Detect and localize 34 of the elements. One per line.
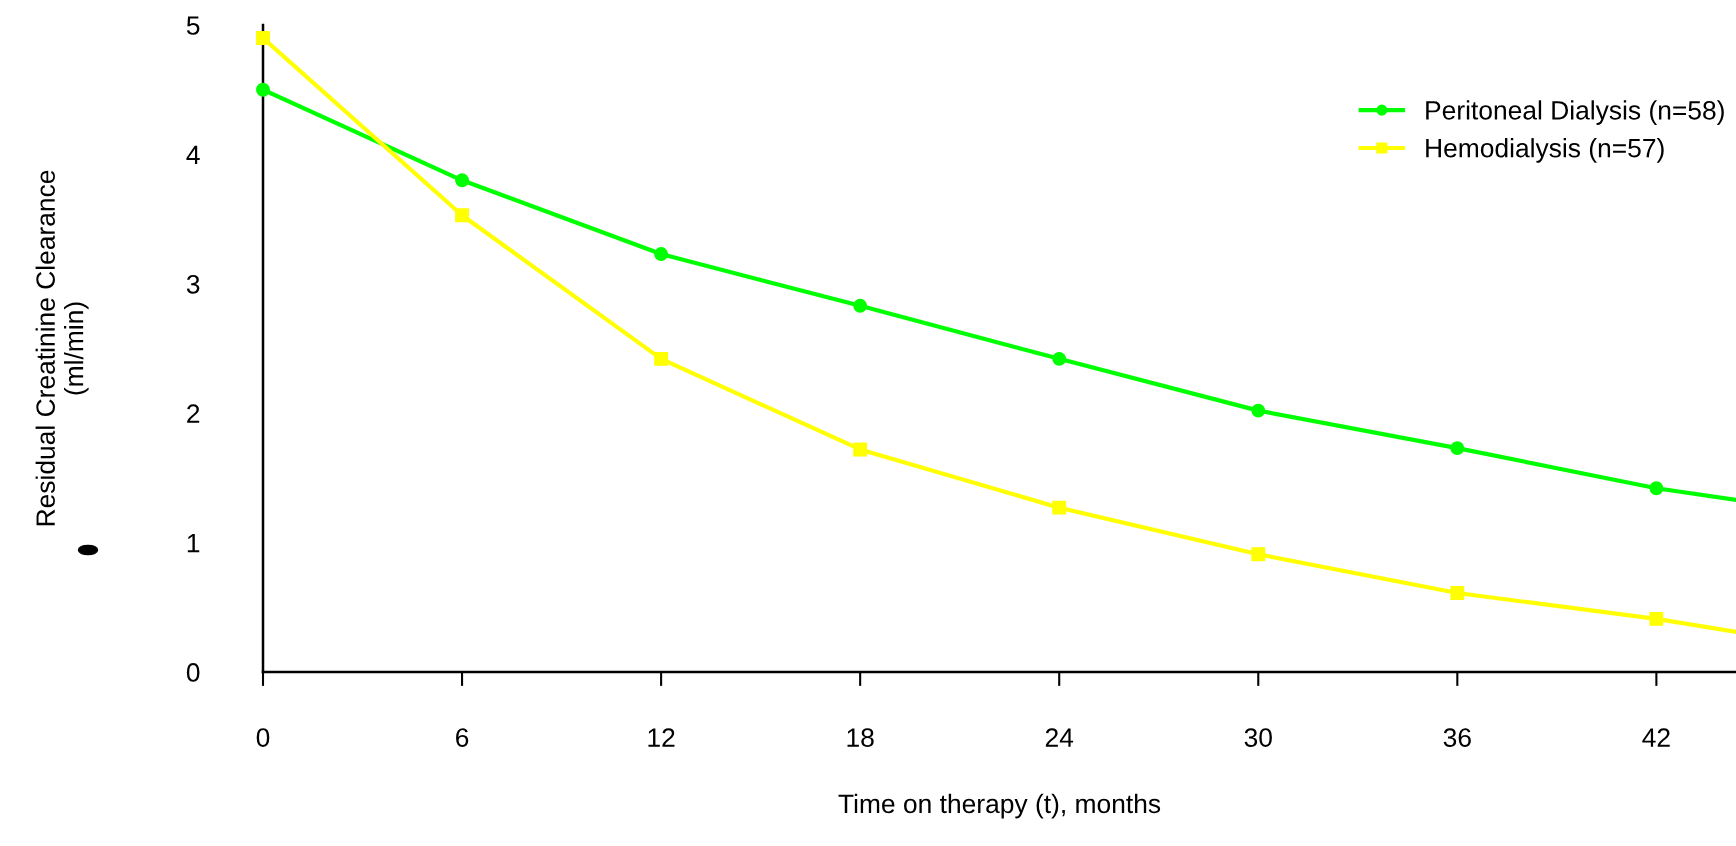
point	[853, 442, 868, 457]
x-tick-label: 6	[456, 728, 469, 747]
y-tick-label: 1	[187, 534, 200, 553]
y-axis-title: Residual Creatinine Clearance (ml/min)	[35, 170, 89, 526]
x-tick-label: 30	[1244, 728, 1272, 747]
point	[455, 208, 470, 223]
x-axis-title: Time on therapy (t), months	[838, 793, 1161, 819]
y-tick-label: 4	[186, 145, 200, 164]
x-tick-label: 0	[256, 728, 270, 747]
x-tick-label: 18	[847, 728, 874, 747]
legend-label: Peritoneal Dialysis (n=58)	[1426, 100, 1724, 125]
point	[1649, 481, 1664, 496]
x-tick-label: 12	[648, 728, 675, 747]
point	[1450, 441, 1465, 456]
x-tick-label: 36	[1443, 728, 1471, 747]
point	[455, 173, 470, 188]
x-tick-label: 24	[1045, 728, 1074, 747]
point	[654, 247, 669, 262]
point	[1052, 500, 1067, 515]
x-tick-label: 42	[1642, 728, 1670, 747]
point	[256, 82, 270, 97]
point	[256, 31, 270, 45]
legend-label: Hemodialysis (n=57)	[1426, 138, 1664, 163]
y-tick-label: 5	[186, 16, 200, 35]
y-tick-label: 3	[186, 274, 200, 294]
y-tick-label: 0	[186, 663, 200, 682]
point	[853, 298, 868, 313]
point	[1450, 586, 1465, 600]
point	[1649, 611, 1664, 626]
point	[1251, 403, 1266, 418]
y-tick-label: 2	[187, 404, 200, 423]
point	[1052, 351, 1067, 366]
point	[1251, 547, 1266, 562]
point	[654, 351, 669, 366]
